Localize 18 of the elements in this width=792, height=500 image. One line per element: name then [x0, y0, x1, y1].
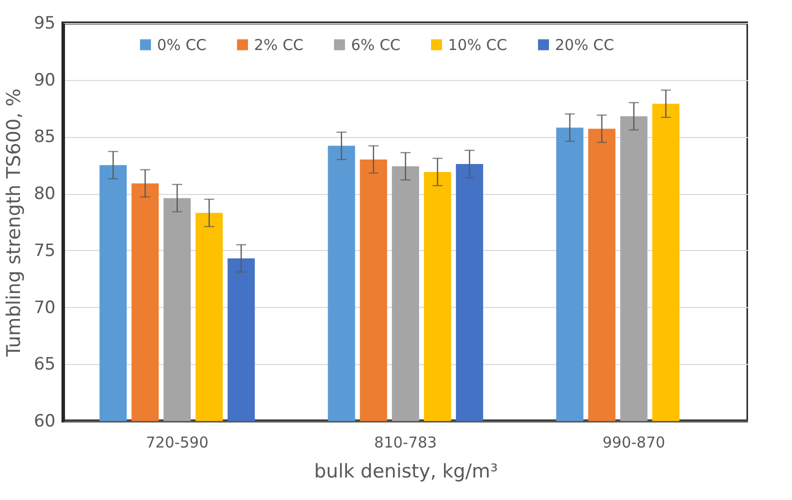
y-tick-label: 75	[34, 240, 56, 261]
legend-label: 6% CC	[351, 36, 401, 54]
x-tick-label: 720-590	[146, 434, 209, 452]
y-tick-label: 90	[34, 70, 56, 90]
legend-label: 0% CC	[157, 36, 207, 54]
y-tick-label: 95	[34, 14, 56, 34]
y-tick-label: 85	[34, 127, 56, 148]
legend-label: 2% CC	[254, 36, 304, 54]
legend-label: 20% CC	[555, 36, 614, 54]
y-tick-label: 70	[34, 298, 56, 318]
legend-label: 10% CC	[448, 36, 508, 54]
y-tick-label: 80	[34, 184, 56, 204]
y-tick-label: 60	[34, 412, 56, 432]
x-tick-label: 810-783	[374, 434, 437, 452]
x-axis-title: bulk denisty, kg/m³	[314, 460, 498, 482]
y-tick-label: 65	[34, 354, 56, 375]
x-tick-label: 990-870	[602, 434, 666, 452]
y-axis-title: Tumbling strength TS600, %	[2, 88, 25, 358]
